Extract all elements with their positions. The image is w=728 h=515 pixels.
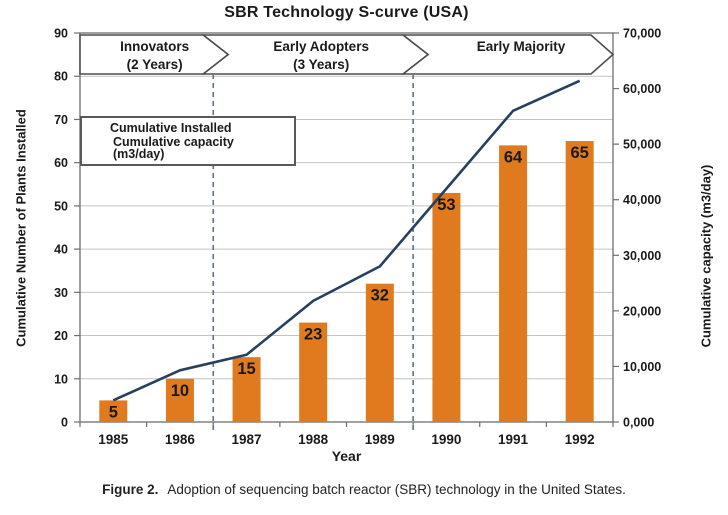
bar-value-label: 53 bbox=[437, 196, 455, 214]
bar-value-label: 65 bbox=[571, 144, 589, 162]
legend-label: Cumulative Installed bbox=[110, 120, 232, 135]
left-axis-title: Cumulative Number of Plants Installed bbox=[13, 109, 29, 347]
legend-box: Cumulative Installed Cumulative capacity… bbox=[80, 116, 296, 166]
bar-value-label: 10 bbox=[171, 382, 189, 400]
caption-text: Adoption of sequencing batch reactor (SB… bbox=[167, 482, 626, 497]
left-tick-label: 20 bbox=[54, 329, 68, 343]
legend-item-capacity: Cumulative capacity (m3/day) bbox=[88, 134, 288, 161]
right-axis-title: Cumulative capacity (m3/day) bbox=[698, 164, 714, 348]
year-label: 1990 bbox=[431, 432, 461, 447]
bar bbox=[499, 145, 528, 422]
x-axis-title: Year bbox=[331, 448, 362, 464]
year-label: 1991 bbox=[498, 432, 529, 447]
bar-value-label: 64 bbox=[504, 148, 523, 166]
right-tick-label: 20,000 bbox=[623, 304, 661, 318]
left-tick-label: 70 bbox=[54, 113, 68, 127]
bar-value-label: 15 bbox=[237, 360, 255, 378]
left-tick-label: 30 bbox=[54, 286, 68, 300]
bar-value-label: 23 bbox=[304, 326, 322, 344]
left-tick-label: 80 bbox=[54, 70, 68, 84]
bar bbox=[99, 400, 128, 422]
left-tick-label: 60 bbox=[54, 156, 68, 170]
bar-swatch-icon bbox=[88, 122, 108, 133]
right-tick-label: 40,000 bbox=[623, 193, 661, 207]
bar-value-label: 5 bbox=[109, 403, 118, 421]
right-tick-label: 0,000 bbox=[623, 416, 654, 430]
phase-arrow bbox=[400, 34, 615, 75]
phase-label: Early Majority bbox=[477, 39, 566, 54]
figure-caption: Figure 2. Adoption of sequencing batch re… bbox=[0, 482, 728, 497]
left-tick-label: 90 bbox=[54, 27, 68, 41]
right-tick-label: 30,000 bbox=[623, 249, 661, 263]
year-label: 1985 bbox=[98, 432, 129, 447]
left-tick-label: 40 bbox=[54, 243, 68, 257]
bar bbox=[365, 283, 394, 422]
legend-item-installed: Cumulative Installed bbox=[88, 120, 288, 135]
bar bbox=[565, 141, 594, 423]
left-tick-label: 10 bbox=[54, 372, 68, 386]
year-label: 1989 bbox=[365, 432, 395, 447]
caption-label: Figure 2. bbox=[102, 482, 159, 497]
year-label: 1988 bbox=[298, 432, 329, 447]
bar bbox=[299, 322, 328, 422]
bar bbox=[232, 357, 261, 422]
phase-label: (2 Years) bbox=[127, 57, 183, 72]
right-tick-label: 50,000 bbox=[623, 138, 661, 152]
right-tick-label: 60,000 bbox=[623, 82, 661, 96]
right-tick-label: 10,000 bbox=[623, 360, 661, 374]
year-label: 1986 bbox=[165, 432, 196, 447]
chart-title: SBR Technology S-curve (USA) bbox=[224, 4, 469, 21]
right-tick-label: 70,000 bbox=[623, 27, 661, 41]
phase-label: Early Adopters bbox=[273, 39, 369, 54]
capacity-line bbox=[112, 79, 581, 402]
bar bbox=[165, 378, 194, 422]
left-tick-label: 0 bbox=[61, 416, 68, 430]
year-label: 1992 bbox=[565, 432, 595, 447]
phase-label: Innovators bbox=[120, 39, 189, 54]
year-label: 1987 bbox=[232, 432, 262, 447]
line-swatch-icon bbox=[88, 147, 111, 150]
phase-label: (3 Years) bbox=[293, 57, 349, 72]
plot-frame bbox=[79, 32, 614, 423]
left-tick-label: 50 bbox=[54, 199, 68, 213]
legend-label: Cumulative capacity (m3/day) bbox=[113, 134, 234, 161]
bar bbox=[432, 192, 461, 422]
bar-value-label: 32 bbox=[371, 287, 389, 305]
